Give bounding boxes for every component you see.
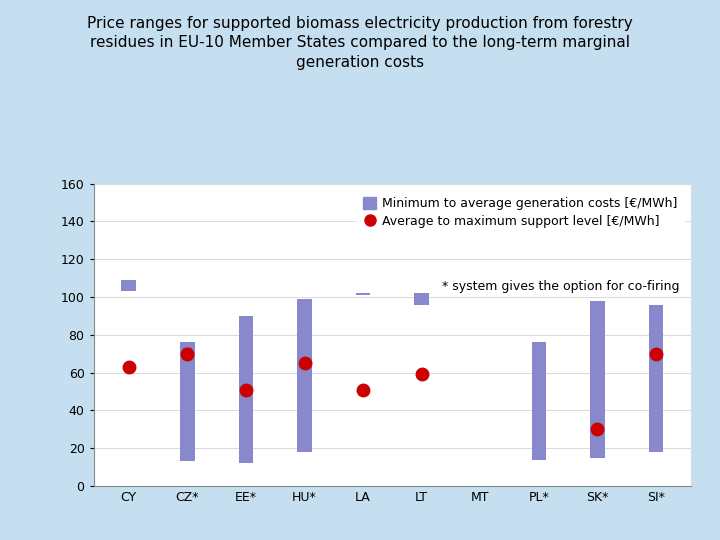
Bar bbox=[122, 280, 136, 291]
Bar bbox=[356, 293, 370, 295]
Bar bbox=[238, 316, 253, 463]
Bar bbox=[531, 342, 546, 460]
Text: * system gives the option for co-firing: * system gives the option for co-firing bbox=[442, 280, 679, 293]
Bar bbox=[180, 342, 194, 461]
Text: Price ranges for supported biomass electricity production from forestry
residues: Price ranges for supported biomass elect… bbox=[87, 16, 633, 70]
Bar bbox=[297, 299, 312, 452]
Legend: Minimum to average generation costs [€/MWh], Average to maximum support level [€: Minimum to average generation costs [€/M… bbox=[356, 190, 685, 236]
Bar bbox=[649, 305, 663, 452]
Bar bbox=[415, 293, 429, 305]
Bar bbox=[590, 301, 605, 457]
